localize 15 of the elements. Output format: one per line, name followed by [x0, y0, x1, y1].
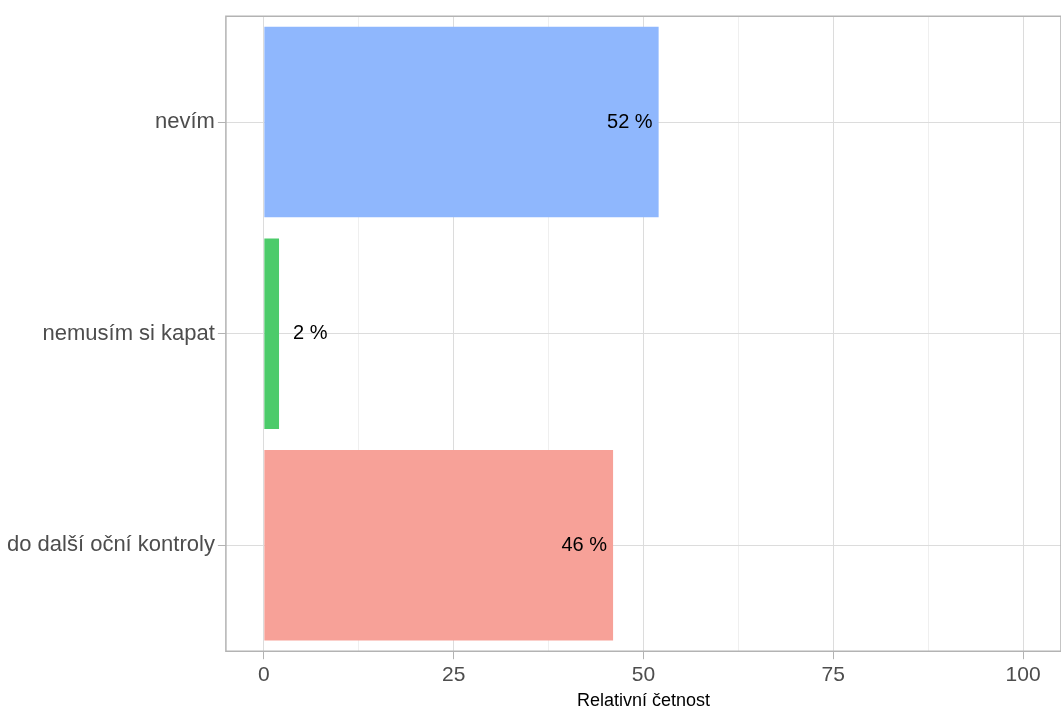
x-tick-label: 100 [1005, 661, 1041, 685]
y-tick-label: do další oční kontroly [6, 531, 215, 557]
data-label: 46 % [561, 532, 608, 555]
x-tick-label: 50 [631, 661, 656, 685]
data-label: 2 % [293, 321, 328, 344]
x-tick-label: 75 [821, 661, 845, 685]
y-tick-label: nevím [154, 108, 215, 134]
bar [264, 450, 614, 641]
x-axis-title: Relativní četnost [576, 690, 710, 711]
bar [264, 238, 280, 429]
x-tick-label: 0 [258, 661, 270, 685]
bar [264, 26, 659, 218]
x-tick-label: 25 [441, 661, 466, 685]
y-tick-label: nemusím si kapat [42, 319, 215, 345]
data-label: 52 % [607, 109, 653, 132]
